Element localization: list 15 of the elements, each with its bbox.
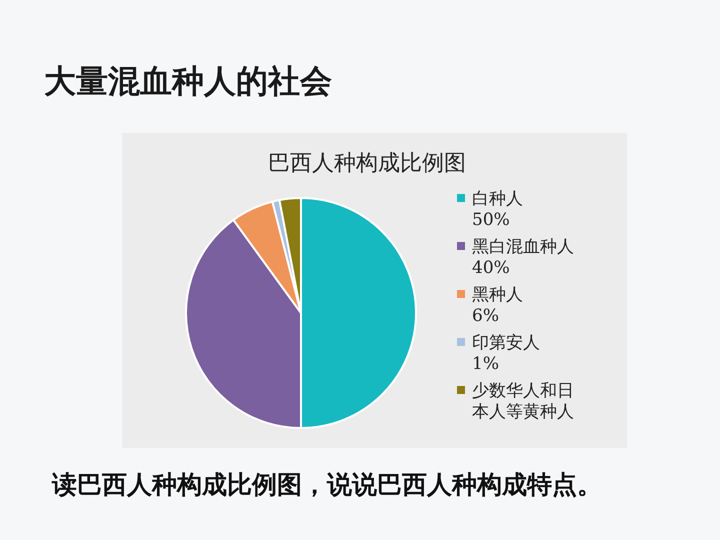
text: 读巴西人种构成比例图，说说巴西人种构成特点。 [51, 470, 602, 499]
chart-title: 大量混血种人的社会 [44, 62, 332, 100]
legend-label: 黑种人 [472, 285, 523, 305]
pie-slice [232, 200, 302, 314]
legend-label: 白种人 [472, 189, 523, 209]
data-label: 1% [472, 354, 499, 374]
data-label: 6% [472, 306, 499, 326]
legend-label: 印第安人 [472, 333, 540, 353]
chart-subtitle: 巴西人种构成比例图 [268, 151, 466, 176]
data-label: 40% [472, 258, 510, 278]
pie-slice [185, 218, 302, 429]
legend-label: 少数华人和日本人等黄种人 [472, 381, 574, 422]
data-label: 50% [472, 210, 510, 230]
pie-slice [300, 197, 417, 429]
legend-label: 黑白混血种人 [472, 237, 574, 257]
